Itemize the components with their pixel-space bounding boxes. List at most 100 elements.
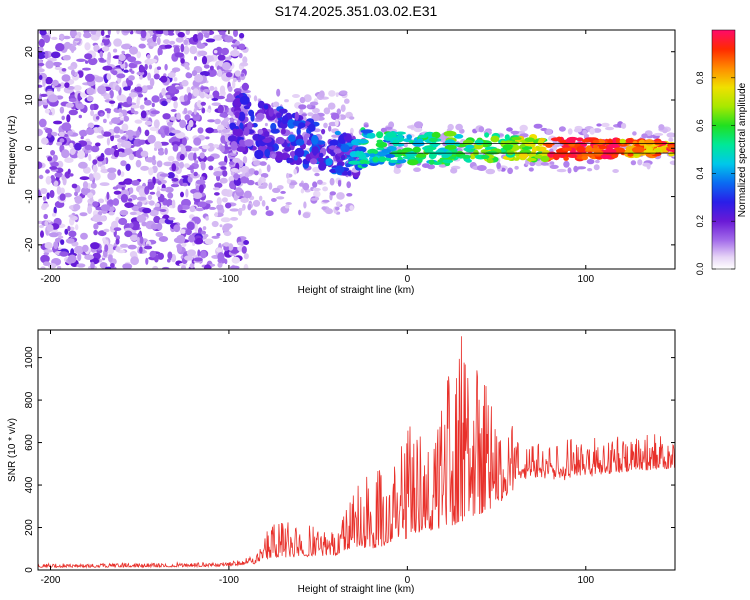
heatmap-cell bbox=[145, 257, 149, 265]
heatmap-cell bbox=[60, 239, 65, 245]
heatmap-cell bbox=[149, 209, 159, 217]
heatmap-cell bbox=[43, 249, 53, 253]
heatmap-cell bbox=[82, 244, 89, 253]
heatmap-cell bbox=[413, 121, 424, 129]
heatmap-cell bbox=[185, 188, 189, 198]
heatmap-cell bbox=[581, 155, 588, 161]
heatmap-cell bbox=[217, 69, 223, 78]
heatmap-cell bbox=[197, 249, 201, 257]
heatmap-cell bbox=[200, 250, 207, 259]
heatmap-cell bbox=[123, 140, 132, 149]
heatmap-cell bbox=[219, 177, 228, 184]
heatmap-cell bbox=[163, 39, 170, 45]
heatmap-cell bbox=[248, 168, 256, 175]
heatmap-cell bbox=[194, 160, 199, 164]
heatmap-cell bbox=[65, 102, 75, 108]
heatmap-cell bbox=[38, 38, 45, 48]
heatmap-cell bbox=[116, 30, 120, 35]
heatmap-cell bbox=[68, 109, 79, 116]
heatmap-cell bbox=[287, 134, 296, 142]
heatmap-cell bbox=[284, 99, 289, 103]
heatmap-cell bbox=[444, 144, 457, 150]
heatmap-cell bbox=[528, 167, 534, 172]
heatmap-cell bbox=[306, 139, 312, 146]
heatmap-cell bbox=[179, 119, 187, 129]
heatmap-cell bbox=[268, 182, 273, 190]
heatmap-cell bbox=[220, 135, 226, 144]
heatmap-cell bbox=[99, 262, 108, 269]
heatmap-cell bbox=[376, 139, 383, 144]
heatmap-cell bbox=[67, 225, 71, 232]
heatmap-cell bbox=[136, 214, 147, 223]
heatmap-cell bbox=[347, 170, 352, 176]
heatmap-cell bbox=[85, 73, 95, 82]
heatmap-cell bbox=[230, 217, 239, 221]
heatmap-cell bbox=[265, 210, 274, 217]
heatmap-cell bbox=[284, 204, 290, 209]
heatmap-cell bbox=[235, 187, 243, 193]
heatmap-cell bbox=[101, 131, 112, 137]
heatmap-cell bbox=[183, 45, 190, 55]
x-tick-label: 100 bbox=[577, 575, 594, 586]
heatmap-cell bbox=[175, 37, 184, 43]
heatmap-cell bbox=[124, 202, 134, 209]
heatmap-cell bbox=[238, 111, 246, 122]
heatmap-cell bbox=[112, 70, 118, 76]
heatmap-cell bbox=[221, 47, 230, 56]
heatmap-cell bbox=[403, 142, 408, 148]
heatmap-cell bbox=[61, 122, 72, 131]
heatmap-cell bbox=[179, 153, 185, 161]
heatmap-cell bbox=[73, 85, 82, 91]
heatmap-cell bbox=[319, 90, 325, 98]
heatmap-cell bbox=[153, 215, 161, 224]
heatmap-cell bbox=[106, 113, 110, 119]
heatmap-cell bbox=[444, 139, 456, 146]
heatmap-cell bbox=[346, 193, 353, 197]
heatmap-cell bbox=[243, 263, 249, 269]
heatmap-cell bbox=[113, 149, 119, 158]
heatmap-cell bbox=[76, 58, 86, 62]
heatmap-cell bbox=[592, 144, 599, 149]
heatmap-cell bbox=[205, 200, 213, 204]
heatmap-cell bbox=[643, 149, 652, 154]
heatmap-cell bbox=[62, 54, 71, 61]
heatmap-cell bbox=[225, 202, 232, 209]
heatmap-cell bbox=[553, 153, 560, 161]
heatmap-cell bbox=[109, 147, 115, 155]
heatmap-cell bbox=[413, 167, 421, 172]
heatmap-cell bbox=[216, 233, 221, 237]
heatmap-cell bbox=[205, 216, 209, 221]
heatmap-cell bbox=[218, 130, 222, 134]
heatmap-cell bbox=[140, 110, 147, 119]
heatmap-cell bbox=[567, 154, 578, 158]
heatmap-cell bbox=[196, 101, 203, 107]
heatmap-cell bbox=[56, 160, 64, 168]
heatmap-cell bbox=[385, 131, 397, 138]
heatmap-cell bbox=[184, 114, 191, 121]
heatmap-cell bbox=[334, 118, 339, 127]
heatmap-cell bbox=[188, 119, 194, 128]
heatmap-cell bbox=[164, 147, 168, 155]
heatmap-cell bbox=[264, 148, 271, 158]
heatmap-cell bbox=[152, 33, 157, 43]
heatmap-cell bbox=[524, 137, 535, 142]
heatmap-cell bbox=[80, 232, 88, 240]
heatmap-cell bbox=[180, 191, 184, 198]
heatmap-cells bbox=[38, 30, 675, 269]
heatmap-cell bbox=[106, 137, 110, 146]
heatmap-cell bbox=[312, 187, 321, 192]
heatmap-cell bbox=[106, 191, 110, 200]
heatmap-cell bbox=[563, 156, 569, 161]
heatmap-cell bbox=[360, 129, 374, 134]
heatmap-cell bbox=[47, 156, 53, 162]
heatmap-cell bbox=[67, 168, 71, 175]
heatmap-cell bbox=[232, 157, 241, 163]
heatmap-cell bbox=[63, 41, 72, 50]
heatmap-cell bbox=[219, 85, 226, 94]
heatmap-cell bbox=[99, 51, 104, 58]
heatmap-cell bbox=[113, 38, 122, 47]
heatmap-cell bbox=[346, 181, 352, 189]
heatmap-cell bbox=[653, 132, 664, 136]
heatmap-cell bbox=[111, 117, 121, 124]
heatmap-cell bbox=[51, 36, 58, 41]
